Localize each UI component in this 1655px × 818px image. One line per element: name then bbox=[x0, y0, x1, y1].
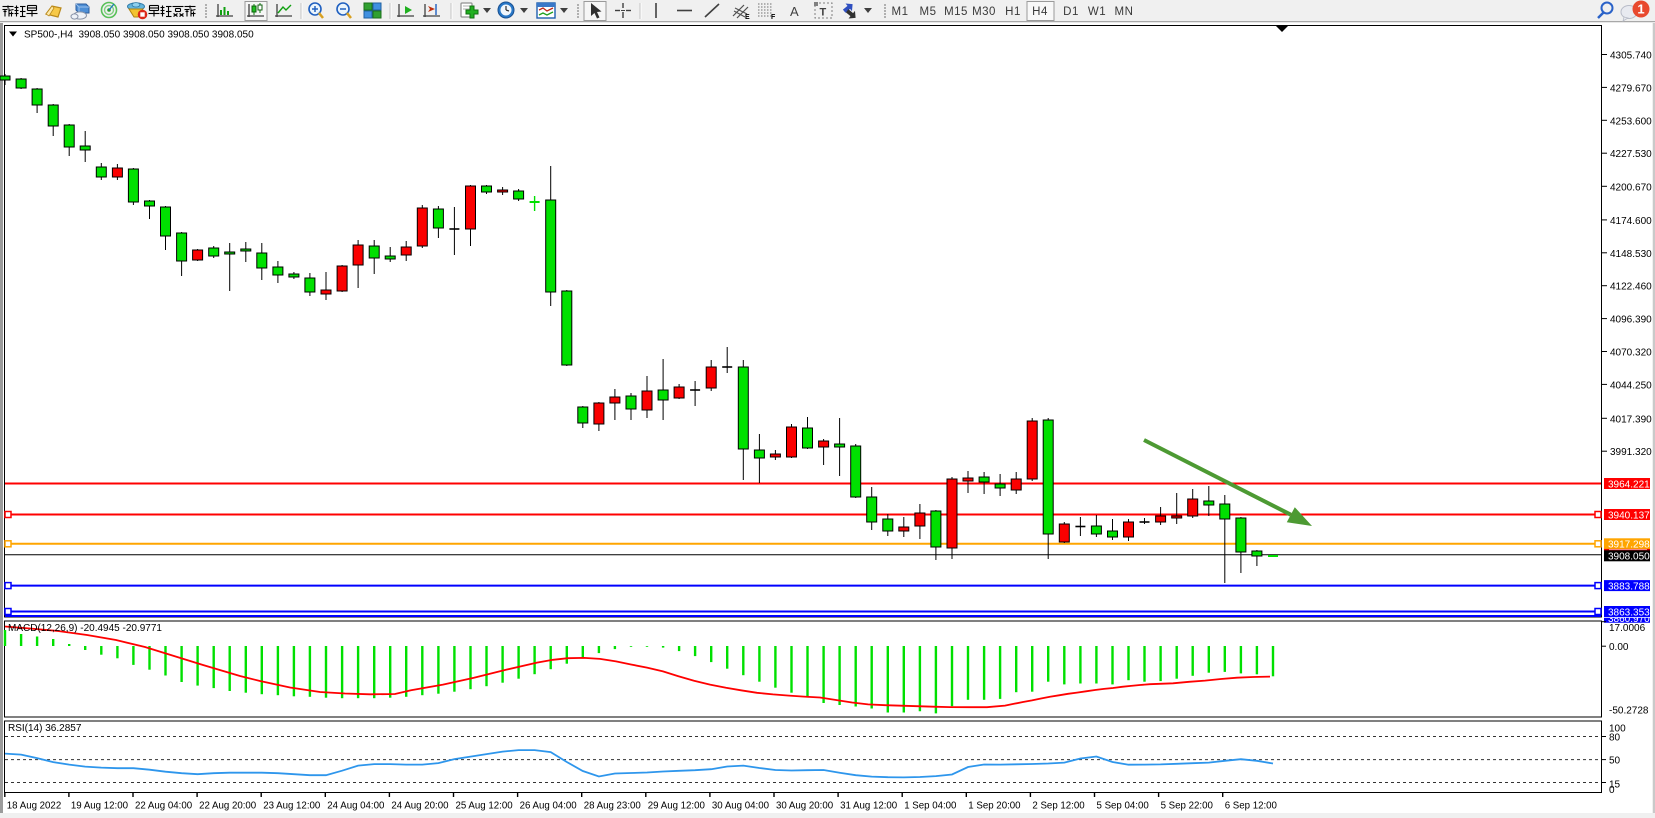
svg-text:4279.670: 4279.670 bbox=[1610, 83, 1652, 94]
svg-text:SP500-,H4 3908.050 3908.050 3: SP500-,H4 3908.050 3908.050 3908.050 390… bbox=[24, 30, 254, 41]
svg-text:0.00: 0.00 bbox=[1609, 642, 1629, 653]
svg-text:3991.320: 3991.320 bbox=[1610, 447, 1652, 458]
svg-text:E: E bbox=[745, 14, 750, 21]
svg-text:3917.298: 3917.298 bbox=[1608, 540, 1650, 551]
svg-text:MACD(12,26,9) -20.4945 -20.977: MACD(12,26,9) -20.4945 -20.9771 bbox=[8, 623, 162, 634]
svg-text:80: 80 bbox=[1609, 732, 1621, 743]
svg-text:0: 0 bbox=[1609, 785, 1615, 796]
svg-text:24 Aug 04:00: 24 Aug 04:00 bbox=[327, 801, 385, 812]
svg-text:30 Aug 04:00: 30 Aug 04:00 bbox=[712, 801, 770, 812]
svg-text:-50.2728: -50.2728 bbox=[1609, 706, 1649, 717]
svg-text:4096.390: 4096.390 bbox=[1610, 315, 1652, 326]
svg-text:4070.320: 4070.320 bbox=[1610, 348, 1652, 359]
svg-text:4017.390: 4017.390 bbox=[1610, 414, 1652, 425]
svg-text:24 Aug 20:00: 24 Aug 20:00 bbox=[391, 801, 449, 812]
svg-text:H1: H1 bbox=[1005, 6, 1021, 18]
svg-text:31 Aug 12:00: 31 Aug 12:00 bbox=[840, 801, 898, 812]
svg-text:3863.353: 3863.353 bbox=[1608, 607, 1650, 618]
svg-text:3860.970: 3860.970 bbox=[1608, 614, 1650, 625]
svg-text:22 Aug 04:00: 22 Aug 04:00 bbox=[135, 801, 193, 812]
svg-text:2 Sep 12:00: 2 Sep 12:00 bbox=[1032, 801, 1085, 812]
svg-text:4200.670: 4200.670 bbox=[1610, 182, 1652, 193]
svg-text:29 Aug 12:00: 29 Aug 12:00 bbox=[648, 801, 706, 812]
svg-text:30 Aug 20:00: 30 Aug 20:00 bbox=[776, 801, 834, 812]
svg-text:4305.740: 4305.740 bbox=[1610, 51, 1652, 62]
svg-text:4227.530: 4227.530 bbox=[1610, 149, 1652, 160]
svg-text:1: 1 bbox=[1637, 2, 1644, 17]
svg-text:6 Sep 12:00: 6 Sep 12:00 bbox=[1225, 801, 1278, 812]
svg-text:19 Aug 12:00: 19 Aug 12:00 bbox=[71, 801, 129, 812]
svg-text:D1: D1 bbox=[1063, 6, 1079, 18]
svg-text:A: A bbox=[790, 4, 799, 19]
svg-text:5 Sep 04:00: 5 Sep 04:00 bbox=[1097, 801, 1150, 812]
svg-text:4044.250: 4044.250 bbox=[1610, 380, 1652, 391]
svg-text:28 Aug 23:00: 28 Aug 23:00 bbox=[584, 801, 642, 812]
svg-text:3883.788: 3883.788 bbox=[1608, 581, 1650, 592]
svg-text:5 Sep 22:00: 5 Sep 22:00 bbox=[1161, 801, 1214, 812]
svg-text:F: F bbox=[771, 14, 776, 21]
svg-text:18 Aug 2022: 18 Aug 2022 bbox=[7, 801, 61, 812]
svg-text:4122.460: 4122.460 bbox=[1610, 282, 1652, 293]
svg-text:100: 100 bbox=[1609, 723, 1626, 734]
svg-text:3940.137: 3940.137 bbox=[1608, 510, 1650, 521]
svg-text:22 Aug 20:00: 22 Aug 20:00 bbox=[199, 801, 257, 812]
svg-text:50: 50 bbox=[1609, 755, 1621, 766]
svg-text:25 Aug 12:00: 25 Aug 12:00 bbox=[456, 801, 514, 812]
svg-text:3908.050: 3908.050 bbox=[1608, 552, 1650, 563]
svg-text:1 Sep 04:00: 1 Sep 04:00 bbox=[904, 801, 957, 812]
svg-text:17.0006: 17.0006 bbox=[1609, 623, 1646, 634]
svg-text:RSI(14) 36.2857: RSI(14) 36.2857 bbox=[8, 723, 82, 734]
svg-text:4253.600: 4253.600 bbox=[1610, 116, 1652, 127]
svg-text:M1: M1 bbox=[892, 6, 909, 18]
svg-text:4148.530: 4148.530 bbox=[1610, 249, 1652, 260]
svg-text:M5: M5 bbox=[920, 6, 937, 18]
svg-text:M30: M30 bbox=[972, 6, 996, 18]
svg-text:26 Aug 04:00: 26 Aug 04:00 bbox=[520, 801, 578, 812]
svg-text:4174.600: 4174.600 bbox=[1610, 216, 1652, 227]
svg-text:W1: W1 bbox=[1088, 6, 1106, 18]
svg-text:T: T bbox=[820, 7, 827, 19]
svg-text:15: 15 bbox=[1609, 779, 1621, 790]
svg-text:MN: MN bbox=[1115, 6, 1134, 18]
svg-text:3964.221: 3964.221 bbox=[1608, 479, 1650, 490]
svg-text:23 Aug 12:00: 23 Aug 12:00 bbox=[263, 801, 321, 812]
svg-text:M15: M15 bbox=[944, 6, 968, 18]
svg-text:H4: H4 bbox=[1032, 6, 1048, 18]
svg-text:1 Sep 20:00: 1 Sep 20:00 bbox=[968, 801, 1021, 812]
